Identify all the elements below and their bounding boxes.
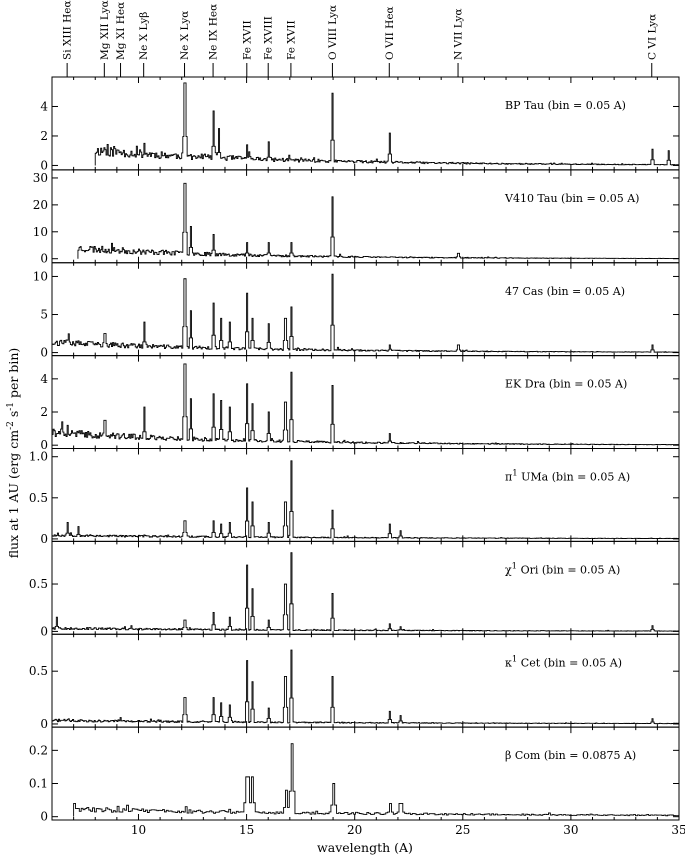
y-tick-label: 0 (40, 252, 48, 266)
line-identification-markers: Si XIII Heα Mg XII Lyα Mg XI Heα Ne X Lyβ Ne… (52, 0, 679, 78)
spectrum-panel: 0 2 4 BP Tau (bin = 0.05 A) (40, 76, 680, 172)
y-tick-label: 0 (40, 438, 48, 452)
panel-label: β Com (bin = 0.0875 A) (505, 749, 636, 762)
line-id-label: Mg XI Heα (115, 2, 127, 60)
y-tick-label: 10 (33, 269, 48, 283)
y-tick-label: 4 (40, 372, 48, 386)
panel-frame (51, 169, 680, 264)
panel-label: V410 Tau (bin = 0.05 A) (504, 192, 639, 205)
x-axis: 10 15 20 25 30 35 (131, 823, 685, 837)
y-axis-title-exponent: -1 (6, 402, 16, 411)
y-tick-label: 0 (40, 532, 48, 546)
line-id-label: O VIII Lyα (327, 5, 339, 60)
panel-label: 47 Cas (bin = 0.05 A) (505, 285, 625, 298)
spectrum-trace (51, 552, 679, 632)
y-tick-label: 30 (33, 171, 48, 185)
y-axis-title: flux at 1 AU (erg cm-2 s-1 per bin) (6, 348, 21, 559)
line-id-label: Ne X Lyα (179, 11, 191, 60)
y-tick-label: 0 (40, 810, 48, 824)
y-tick-label: 2 (40, 129, 48, 143)
panel-label: κ1 Cet (bin = 0.05 A) (505, 654, 622, 669)
panel-label: EK Dra (bin = 0.05 A) (505, 378, 627, 391)
spectrum-panel: 0 2 4 EK Dra (bin = 0.05 A) (40, 355, 680, 452)
spectrum-trace (73, 743, 680, 817)
panel-frame (51, 726, 680, 821)
panel-label: χ1 Ori (bin = 0.05 A) (505, 561, 620, 576)
y-axis-title-exponent: -2 (6, 421, 16, 430)
panel-frame (51, 76, 680, 171)
y-tick-label: 10 (33, 225, 48, 239)
panel-label: π1 UMa (bin = 0.05 A) (505, 469, 630, 484)
spectrum-trace (77, 182, 679, 259)
y-tick-label: 0.5 (29, 491, 48, 505)
y-axis-title-part: per bin) (6, 348, 21, 402)
y-axis-title-part: flux at 1 AU (erg cm (6, 430, 21, 559)
panel-label: BP Tau (bin = 0.05 A) (505, 99, 626, 112)
spectrum-trace (94, 82, 679, 166)
y-tick-label: 0.1 (29, 777, 48, 791)
line-id-label: Mg XII Lyα (99, 0, 111, 60)
x-tick-label: 15 (239, 823, 254, 837)
spectrum-panel: 0 5 10 47 Cas (bin = 0.05 A) (33, 262, 680, 360)
y-axis-title-part: s (6, 411, 21, 421)
x-tick-label: 30 (563, 823, 578, 837)
spectrum-trace (51, 460, 679, 540)
y-tick-label: 0 (40, 158, 48, 172)
y-tick-label: 0 (40, 346, 48, 360)
y-tick-label: 2 (40, 405, 48, 419)
spectrum-trace (51, 363, 679, 446)
line-id-label: Ne X Lyβ (138, 12, 150, 60)
y-tick-label: 0 (40, 717, 48, 731)
line-id-label: Fe XVIII (263, 16, 275, 60)
y-tick-label: 0.2 (29, 743, 48, 757)
panel-frame (51, 540, 680, 635)
line-id-label: O VII Heα (384, 6, 396, 60)
x-tick-label: 35 (671, 823, 685, 837)
spectrum-panel: 0 0.5 χ1 Ori (bin = 0.05 A) (29, 540, 680, 638)
spectrum-panel: 0 0.1 0.2 β Com (bin = 0.0875 A) (29, 726, 680, 824)
y-tick-label: 0.5 (29, 577, 48, 591)
y-tick-label: 1.0 (29, 450, 48, 464)
y-tick-label: 0 (40, 624, 48, 638)
x-tick-label: 10 (131, 823, 146, 837)
y-tick-label: 20 (33, 198, 48, 212)
spectrum-panel: 0 0.5 κ1 Cet (bin = 0.05 A) (29, 633, 680, 731)
y-tick-label: 4 (40, 99, 48, 113)
x-tick-label: 20 (347, 823, 362, 837)
line-id-label: Fe XVII (285, 20, 297, 60)
y-tick-label: 5 (40, 308, 48, 322)
x-tick-label: 25 (455, 823, 470, 837)
panel-frame (51, 448, 680, 542)
spectrum-panel: 0 10 20 30 V410 Tau (bin = 0.05 A) (33, 169, 680, 266)
line-id-label: Si XIII Heα (62, 0, 74, 60)
spectrum-trace (51, 273, 679, 353)
x-axis-title: wavelength (A) (317, 840, 413, 855)
spectrum-trace (51, 649, 679, 725)
line-id-label: Fe XVII (241, 20, 253, 60)
panel-frame (51, 633, 680, 728)
line-id-label: C VI Lyα (646, 14, 658, 60)
line-id-label: Ne IX Heα (208, 4, 220, 60)
y-tick-label: 0.5 (29, 664, 48, 678)
spectrum-panel: 0 0.5 1.0 π1 UMa (bin = 0.05 A) (29, 448, 680, 546)
line-id-label: N VII Lyα (453, 8, 465, 60)
